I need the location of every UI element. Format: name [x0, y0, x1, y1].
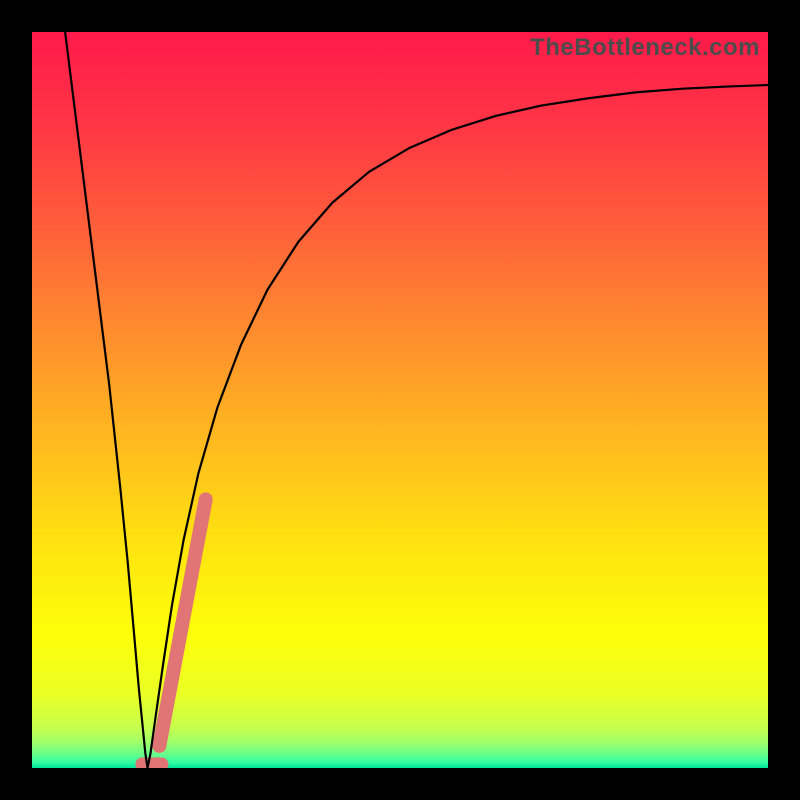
chart-frame: TheBottleneck.com: [0, 0, 800, 800]
gradient-background: [32, 32, 768, 768]
bottleneck-curve-chart: [32, 32, 768, 768]
